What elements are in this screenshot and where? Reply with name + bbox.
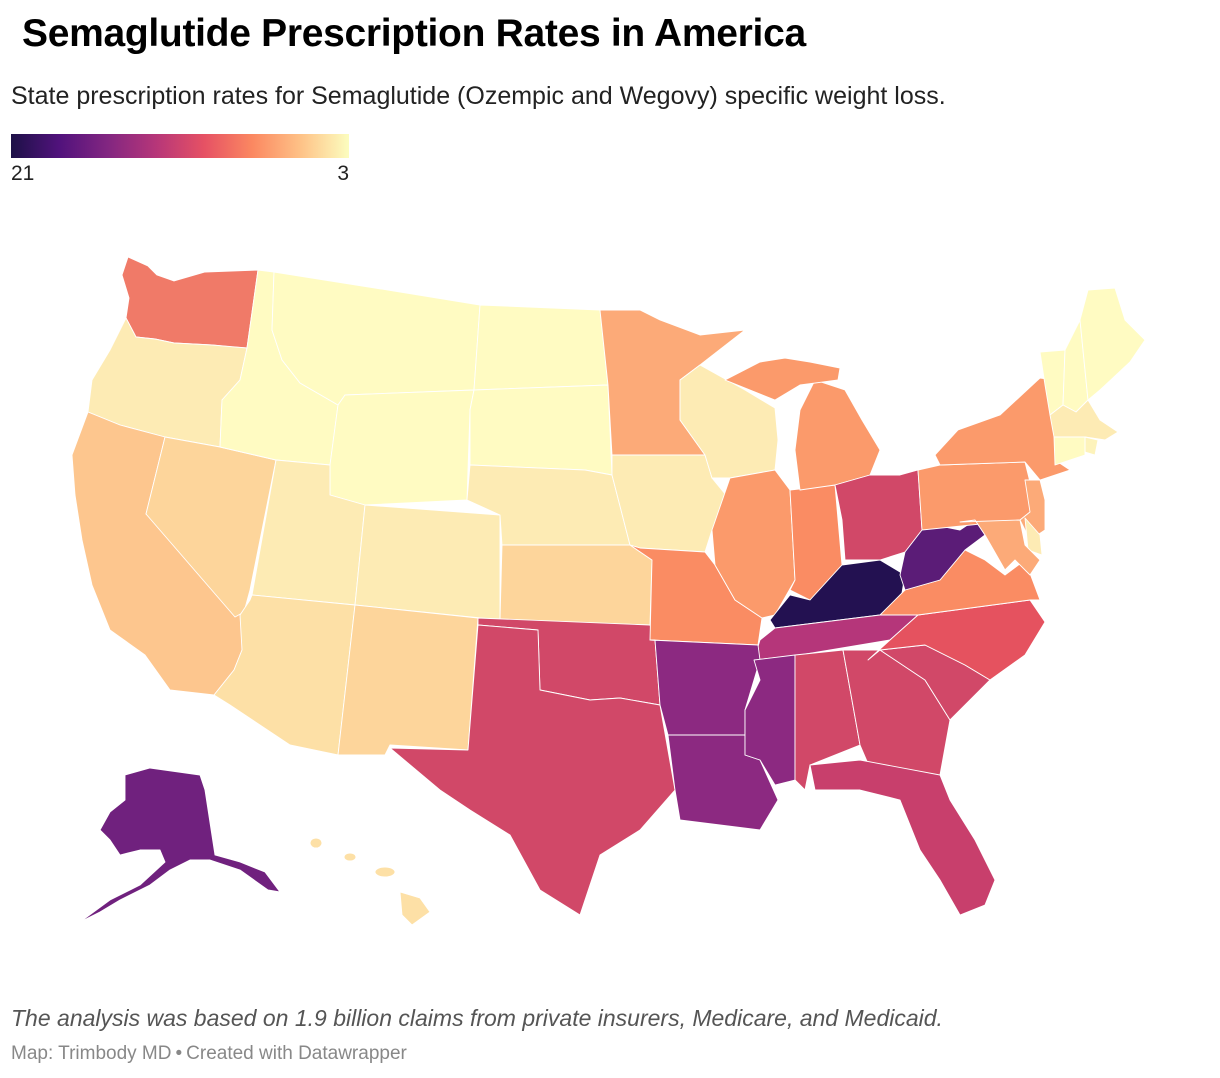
state-rhode-island[interactable]: [1084, 436, 1099, 456]
chart-subtitle: State prescription rates for Semaglutide…: [11, 82, 946, 110]
state-washington[interactable]: [121, 256, 259, 349]
color-legend: 21 3: [11, 134, 349, 188]
state-michigan-lower[interactable]: [794, 379, 881, 491]
state-colorado[interactable]: [354, 504, 501, 621]
legend-max-label: 3: [337, 162, 349, 185]
state-north-dakota[interactable]: [473, 304, 609, 391]
state-hawaii[interactable]: [309, 837, 431, 926]
chart-notes: The analysis was based on 1.9 billion cl…: [11, 1005, 943, 1031]
state-arkansas[interactable]: [649, 639, 761, 736]
state-montana[interactable]: [271, 271, 481, 406]
state-illinois[interactable]: [711, 469, 796, 619]
byline-credit: Created with Datawrapper: [186, 1043, 407, 1064]
hawaii-island-big-island: [399, 891, 431, 926]
legend-min-label: 21: [11, 162, 35, 185]
hawaii-island-maui: [374, 866, 396, 878]
state-south-dakota[interactable]: [469, 384, 613, 476]
byline-source: Map: Trimbody MD: [11, 1043, 172, 1064]
state-connecticut[interactable]: [1053, 436, 1086, 466]
legend-gradient-bar: [11, 134, 349, 158]
state-new-mexico[interactable]: [337, 604, 479, 756]
hawaii-island-kauai: [309, 837, 323, 849]
state-kansas[interactable]: [499, 544, 653, 626]
chart-byline: Map: Trimbody MD • Created with Datawrappe…: [11, 1043, 407, 1065]
state-alaska[interactable]: [79, 767, 281, 923]
state-delaware[interactable]: [1024, 517, 1043, 556]
state-michigan-upper[interactable]: [724, 357, 841, 401]
state-florida[interactable]: [809, 759, 996, 916]
state-texas[interactable]: [389, 624, 676, 916]
us-state-map: [71, 256, 1146, 926]
hawaii-island-oahu: [343, 852, 357, 862]
chart-title: Semaglutide Prescription Rates in Americ…: [22, 12, 806, 55]
byline-separator: •: [175, 1043, 183, 1064]
state-wyoming[interactable]: [329, 389, 475, 506]
state-maryland[interactable]: [959, 519, 1041, 576]
legend-labels: 21 3: [11, 162, 349, 188]
state-maine[interactable]: [1079, 287, 1146, 401]
state-north-carolina[interactable]: [867, 599, 1046, 681]
